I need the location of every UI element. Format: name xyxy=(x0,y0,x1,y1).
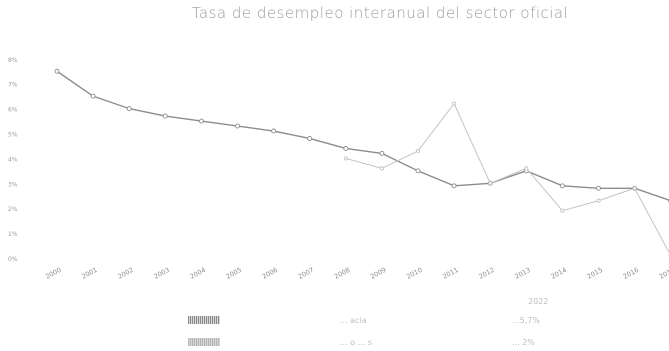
series-2-point xyxy=(596,198,601,203)
legend-label-1: ... acia xyxy=(340,316,367,325)
x-tick-label: 2012 xyxy=(477,266,495,281)
series-1-point xyxy=(559,183,565,189)
x-tick-label: 2015 xyxy=(586,266,604,281)
x-tick-label: 2006 xyxy=(261,266,279,281)
series-1-point xyxy=(162,113,168,119)
y-tick-label: 4% xyxy=(8,156,18,163)
y-axis-ticks: 0% 1% 2% 3% 4% 5% 6% 7% 8% xyxy=(8,57,18,263)
series-1-point xyxy=(90,93,96,99)
series-1-point xyxy=(379,150,385,156)
x-tick-label: 2009 xyxy=(369,266,387,281)
y-tick-label: 7% xyxy=(8,82,18,89)
series-2-point xyxy=(452,101,457,106)
y-tick-label: 5% xyxy=(8,132,18,139)
x-tick-label: 2017 xyxy=(658,266,669,281)
legend-label-2: ... o ... s xyxy=(340,338,372,347)
series-1-point xyxy=(126,106,132,112)
series-1-point xyxy=(596,185,601,191)
legend-value-2: ... 2% xyxy=(512,338,535,347)
x-tick-label: 2008 xyxy=(333,266,351,281)
series-layer xyxy=(54,68,669,257)
series-2-point xyxy=(560,208,565,213)
x-tick-label: 2000 xyxy=(44,266,62,281)
y-tick-label: 0% xyxy=(8,256,18,263)
series-1-point xyxy=(307,136,313,141)
series-1-point xyxy=(415,168,421,174)
series-2-point xyxy=(415,148,421,153)
x-tick-label: 2002 xyxy=(116,266,134,281)
series-2-point xyxy=(343,156,348,161)
x-tick-label: 2007 xyxy=(297,266,315,281)
series-1-point xyxy=(343,145,349,151)
y-tick-label: 6% xyxy=(8,107,18,114)
legend-header: 2022 xyxy=(528,297,549,306)
legend-swatch-1 xyxy=(188,316,220,324)
x-axis-ticks: 2000 2001 2002 2003 2004 2005 2006 2007 2008 2009… xyxy=(44,266,669,281)
y-tick-label: 8% xyxy=(8,57,18,64)
x-tick-label: 2014 xyxy=(550,266,568,281)
series-1-point xyxy=(235,123,240,129)
x-tick-label: 2016 xyxy=(622,266,640,281)
x-tick-label: 2004 xyxy=(189,266,207,281)
x-tick-label: 2011 xyxy=(441,266,459,281)
series-1-point xyxy=(198,118,204,124)
series-line-1 xyxy=(56,70,669,201)
series-2-point xyxy=(488,181,493,186)
series-line-2 xyxy=(345,102,669,254)
series-2-point xyxy=(632,186,637,191)
y-tick-label: 1% xyxy=(8,231,18,238)
series-1-point xyxy=(451,183,457,189)
legend-value-1: ...5,7% xyxy=(512,316,540,325)
y-tick-label: 3% xyxy=(8,181,18,188)
x-tick-label: 2003 xyxy=(152,266,170,281)
series-2-point xyxy=(379,166,384,171)
x-tick-label: 2001 xyxy=(80,266,98,281)
x-tick-label: 2005 xyxy=(225,266,243,281)
series-1-point xyxy=(271,128,277,134)
chart-title: Tasa de desempleo interanual del sector … xyxy=(191,4,569,22)
series-2-point xyxy=(524,166,529,171)
y-tick-label: 2% xyxy=(8,206,18,213)
x-tick-label: 2010 xyxy=(405,266,423,281)
x-tick-label: 2013 xyxy=(513,266,531,281)
legend-swatch-2 xyxy=(188,338,220,346)
series-1-point xyxy=(54,68,60,74)
